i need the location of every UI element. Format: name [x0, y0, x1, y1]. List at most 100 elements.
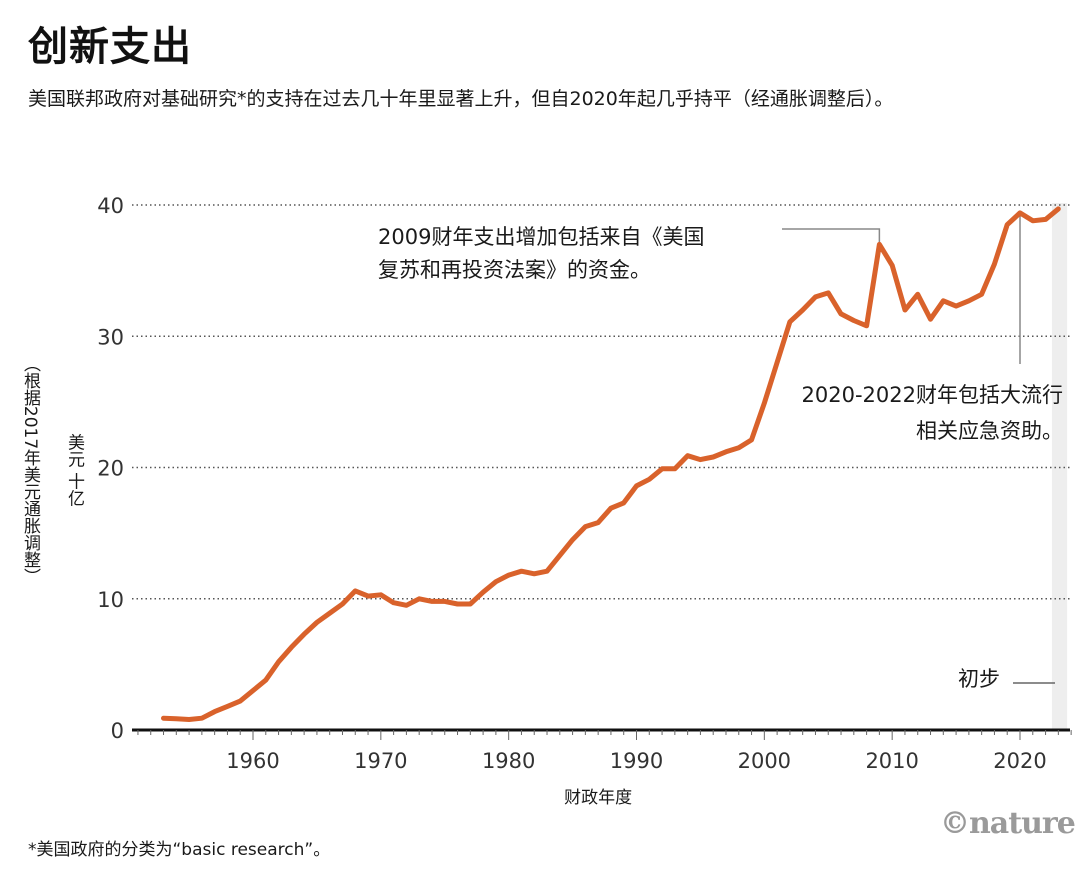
data-point-1991 — [647, 477, 652, 482]
data-point-2014 — [941, 298, 946, 303]
data-point-1968 — [353, 588, 358, 593]
x-tick-label: 1980 — [482, 749, 535, 773]
data-point-2020 — [1018, 210, 1023, 215]
gridlines — [132, 204, 1070, 600]
data-point-2002 — [787, 319, 792, 324]
data-point-2019 — [1005, 222, 1010, 227]
data-point-2005 — [826, 290, 831, 295]
data-point-1961 — [263, 678, 268, 683]
data-point-1960 — [251, 688, 256, 693]
data-point-2006 — [839, 311, 844, 316]
annotation-2020-text: 相关应急资助。 — [916, 419, 1063, 443]
data-point-2007 — [851, 318, 856, 323]
data-point-1984 — [557, 553, 562, 558]
x-axis: 1960 1970 1980 1990 2000 2010 2020 — [132, 728, 1072, 773]
data-point-2023 — [1056, 206, 1061, 211]
preliminary-band — [1051, 203, 1068, 730]
x-tick-label: 2000 — [738, 749, 791, 773]
data-point-2016 — [966, 298, 971, 303]
x-axis-title: 财政年度 — [564, 788, 632, 808]
data-point-1973 — [417, 596, 422, 601]
data-point-2004 — [813, 294, 818, 299]
data-point-1962 — [276, 659, 281, 664]
data-point-2015 — [954, 304, 959, 309]
data-point-1967 — [340, 602, 345, 607]
chart-title: 创新支出 — [28, 24, 192, 70]
y-tick-label: 20 — [97, 457, 124, 481]
data-point-1989 — [621, 500, 626, 505]
data-point-1972 — [404, 603, 409, 608]
y-axis-title: 美元 十亿 — [64, 433, 85, 506]
data-point-2001 — [775, 360, 780, 365]
data-point-2010 — [890, 263, 895, 268]
x-tick-label: 2020 — [993, 749, 1046, 773]
y-tick-label: 40 — [97, 194, 124, 218]
chart-subtitle: 美国联邦政府对基础研究*的支持在过去几十年里显著上升，但自2020年起几乎持平（… — [28, 88, 894, 110]
data-point-1975 — [442, 599, 447, 604]
footnote: *美国政府的分类为“basic research”。 — [28, 840, 331, 860]
data-point-1982 — [532, 571, 537, 576]
y-tick-label: 30 — [97, 325, 124, 349]
data-point-1958 — [225, 704, 230, 709]
data-point-2009 — [877, 242, 882, 247]
data-point-2021 — [1030, 218, 1035, 223]
data-point-2012 — [915, 292, 920, 297]
data-point-2003 — [800, 308, 805, 313]
data-point-1976 — [455, 602, 460, 607]
data-point-1959 — [238, 699, 243, 704]
data-point-1996 — [711, 455, 716, 460]
data-point-1998 — [736, 445, 741, 450]
data-point-1987 — [596, 520, 601, 525]
x-tick-label: 1960 — [226, 749, 279, 773]
data-point-1979 — [493, 579, 498, 584]
y-axis-title-group: 美元 十亿 （根据2017年美元通胀调整） — [20, 355, 85, 585]
data-point-1990 — [634, 483, 639, 488]
data-point-1955 — [187, 717, 192, 722]
data-point-1964 — [302, 632, 307, 637]
data-point-1974 — [429, 599, 434, 604]
data-point-1981 — [519, 569, 524, 574]
data-point-2022 — [1043, 217, 1048, 222]
x-tick-label: 2010 — [865, 749, 918, 773]
data-point-1965 — [314, 620, 319, 625]
data-point-1956 — [199, 716, 204, 721]
data-point-1983 — [545, 569, 550, 574]
data-point-1953 — [161, 716, 166, 721]
data-point-1986 — [583, 524, 588, 529]
data-point-2011 — [902, 308, 907, 313]
data-point-1997 — [723, 449, 728, 454]
y-tick-labels: 0 10 20 30 40 — [97, 194, 124, 743]
data-point-1971 — [391, 600, 396, 605]
data-point-1969 — [366, 594, 371, 599]
data-point-1995 — [698, 457, 703, 462]
data-point-1954 — [174, 716, 179, 721]
annotation-2009-text: 复苏和再投资法案》的资金。 — [378, 258, 651, 282]
x-tick-label: 1990 — [610, 749, 663, 773]
data-point-1999 — [749, 437, 754, 442]
annotation-2009-leader — [782, 228, 881, 242]
data-point-1978 — [481, 590, 486, 595]
data-point-1988 — [608, 506, 613, 511]
data-point-2008 — [864, 323, 869, 328]
y-tick-label: 10 — [97, 588, 124, 612]
data-point-1993 — [672, 466, 677, 471]
data-point-1992 — [660, 466, 665, 471]
data-point-1977 — [468, 602, 473, 607]
data-point-1985 — [570, 537, 575, 542]
data-point-1980 — [506, 573, 511, 578]
y-tick-label: 0 — [111, 719, 124, 743]
data-point-2017 — [979, 292, 984, 297]
series-line-basic-research — [161, 206, 1061, 722]
nature-credit-logo: ©nature — [940, 806, 1076, 841]
data-point-1957 — [212, 709, 217, 714]
preliminary-label: 初步 — [958, 667, 1000, 691]
data-point-1970 — [378, 592, 383, 597]
x-tick-label: 1970 — [354, 749, 407, 773]
data-point-1994 — [685, 453, 690, 458]
annotation-2020-text: 2020-2022财年包括大流行 — [802, 383, 1063, 407]
data-point-2018 — [992, 262, 997, 267]
data-point-1963 — [289, 645, 294, 650]
data-point-2013 — [928, 317, 933, 322]
